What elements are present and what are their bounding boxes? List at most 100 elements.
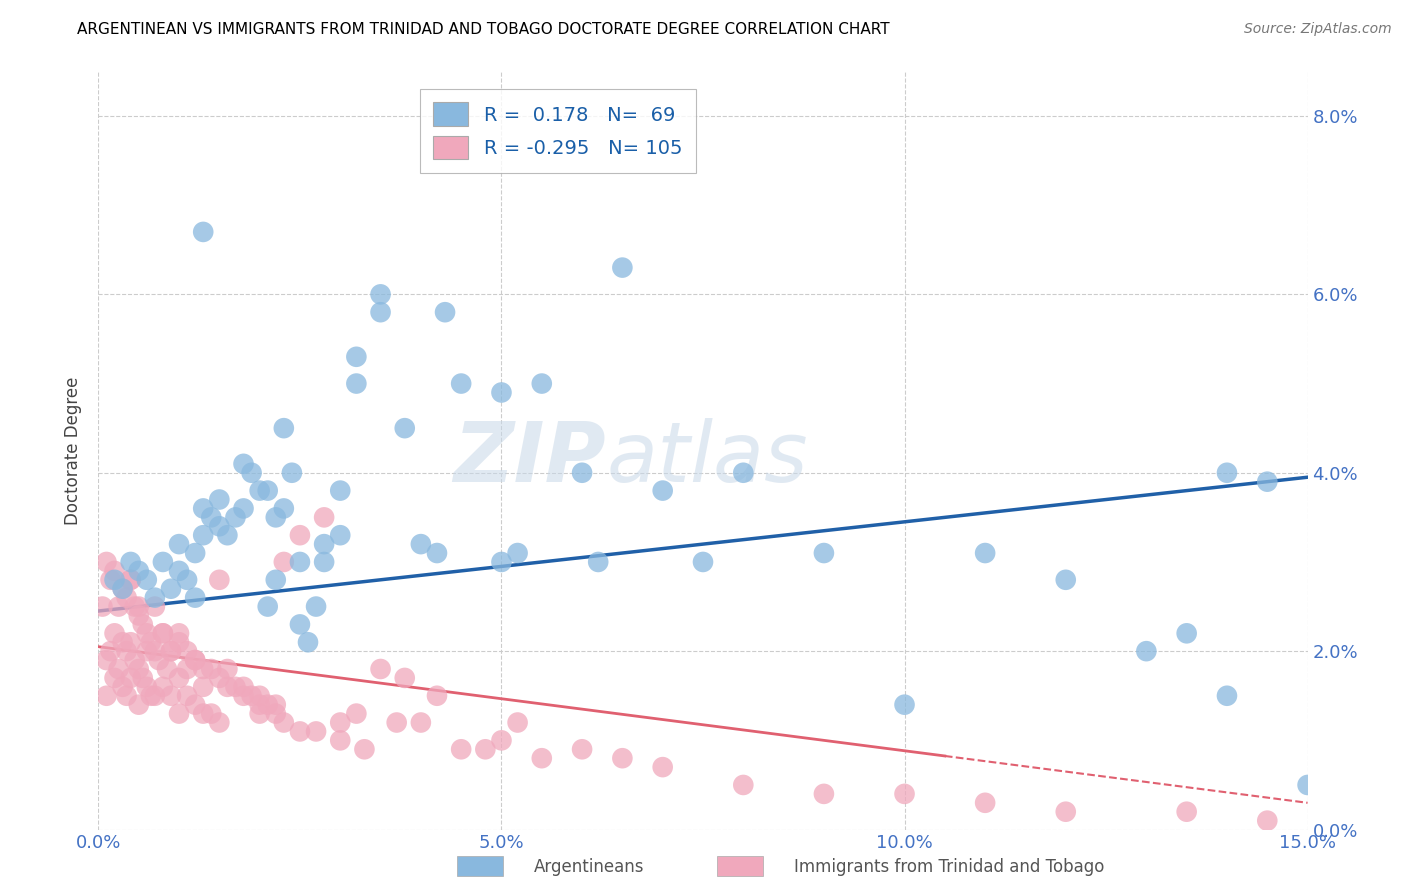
Point <box>128 698 150 712</box>
Point <box>208 671 231 685</box>
Point <box>128 599 150 614</box>
Point <box>217 662 239 676</box>
Point <box>200 510 222 524</box>
Point <box>344 706 367 721</box>
Point <box>232 501 254 516</box>
Point <box>152 680 174 694</box>
Point <box>273 715 295 730</box>
Point <box>491 733 513 747</box>
Point <box>135 573 157 587</box>
Point <box>530 751 553 765</box>
Point <box>370 305 392 319</box>
Point <box>288 724 311 739</box>
Point <box>264 510 287 524</box>
Point <box>96 689 118 703</box>
Point <box>281 466 304 480</box>
Point <box>132 617 155 632</box>
Point <box>96 653 118 667</box>
Point <box>506 715 529 730</box>
Point <box>1054 573 1077 587</box>
Point <box>143 644 166 658</box>
Text: ARGENTINEAN VS IMMIGRANTS FROM TRINIDAD AND TOBAGO DOCTORATE DEGREE CORRELATION : ARGENTINEAN VS IMMIGRANTS FROM TRINIDAD … <box>77 22 890 37</box>
Point <box>394 421 416 435</box>
Point <box>167 635 190 649</box>
Point <box>329 715 352 730</box>
Point <box>314 555 336 569</box>
Point <box>1216 689 1239 703</box>
Point <box>135 626 157 640</box>
Point <box>176 689 198 703</box>
Point <box>167 706 190 721</box>
Point <box>288 617 311 632</box>
Point <box>103 626 125 640</box>
Point <box>329 733 352 747</box>
Point <box>474 742 496 756</box>
Point <box>733 778 755 792</box>
Point <box>1216 466 1239 480</box>
Point <box>152 626 174 640</box>
Point <box>107 599 129 614</box>
Point <box>329 528 352 542</box>
Point <box>152 555 174 569</box>
Point <box>143 599 166 614</box>
Point <box>893 698 915 712</box>
Point <box>111 582 134 596</box>
Point <box>139 689 162 703</box>
Point <box>450 742 472 756</box>
Point <box>409 537 432 551</box>
Text: Source: ZipAtlas.com: Source: ZipAtlas.com <box>1244 22 1392 37</box>
Point <box>184 653 207 667</box>
Point <box>586 555 609 569</box>
Point <box>184 653 207 667</box>
Point <box>370 287 392 301</box>
Point <box>1256 475 1278 489</box>
Point <box>111 680 134 694</box>
Point <box>249 483 271 498</box>
Point <box>96 555 118 569</box>
Point <box>176 662 198 676</box>
Point <box>111 635 134 649</box>
Point <box>167 671 190 685</box>
Point <box>385 715 408 730</box>
Point <box>530 376 553 391</box>
Point <box>128 662 150 676</box>
Point <box>193 706 215 721</box>
Point <box>128 608 150 623</box>
Point <box>256 483 278 498</box>
Point <box>249 689 271 703</box>
Point <box>240 466 263 480</box>
Point <box>143 689 166 703</box>
Point <box>208 519 231 533</box>
Point <box>148 653 170 667</box>
Point <box>100 644 122 658</box>
Point <box>305 724 328 739</box>
Point <box>426 546 449 560</box>
Point <box>143 591 166 605</box>
Point <box>193 528 215 542</box>
Point <box>208 492 231 507</box>
Point <box>124 599 146 614</box>
Point <box>224 680 246 694</box>
Text: atlas: atlas <box>606 417 808 499</box>
Point <box>1175 805 1198 819</box>
Point <box>208 573 231 587</box>
Point <box>813 546 835 560</box>
Point <box>132 671 155 685</box>
Point <box>120 635 142 649</box>
Point <box>184 546 207 560</box>
Point <box>193 225 215 239</box>
Point <box>491 555 513 569</box>
Point <box>297 635 319 649</box>
Point <box>288 528 311 542</box>
Point <box>184 698 207 712</box>
Point <box>217 528 239 542</box>
Point <box>651 483 673 498</box>
Point <box>193 662 215 676</box>
Point <box>111 582 134 596</box>
Point <box>612 751 634 765</box>
Point <box>813 787 835 801</box>
Point <box>394 671 416 685</box>
Point <box>426 689 449 703</box>
Point <box>491 385 513 400</box>
Point <box>160 582 183 596</box>
